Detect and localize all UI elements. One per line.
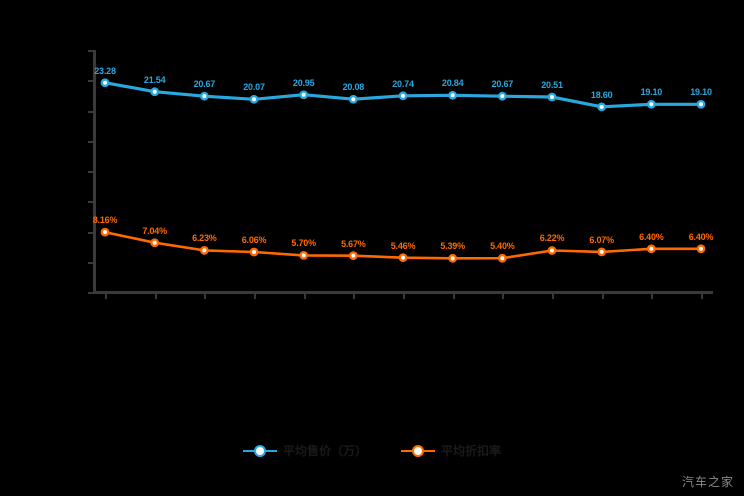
- x-tick: [701, 294, 703, 299]
- y-tick: [88, 110, 93, 113]
- data-point: [398, 91, 408, 101]
- legend-marker-circle-icon: [242, 444, 277, 457]
- watermark: 汽车之家: [681, 475, 734, 489]
- data-point: [299, 250, 309, 260]
- data-label: 5.46%: [390, 240, 416, 251]
- legend-item-blue[interactable]: 平均售价（万）: [242, 442, 367, 459]
- data-label: 20.08: [342, 82, 365, 93]
- data-label: 6.40%: [639, 231, 664, 242]
- data-label: 20.51: [541, 80, 563, 90]
- y-tick: [88, 292, 93, 294]
- data-point: [199, 91, 209, 101]
- x-tick: [353, 294, 356, 299]
- data-point: [547, 246, 557, 255]
- x-tick: [105, 294, 107, 299]
- data-point: [299, 90, 309, 100]
- data-point: [348, 251, 358, 261]
- data-label: 20.74: [392, 78, 414, 89]
- points-series-blue: [100, 78, 706, 112]
- data-point: [398, 253, 408, 263]
- data-label: 18.60: [590, 89, 613, 100]
- x-tick: [651, 294, 654, 299]
- x-tick: [552, 294, 554, 299]
- x-tick: [601, 294, 604, 299]
- data-point: [348, 94, 358, 104]
- data-label: 8.16%: [92, 215, 118, 226]
- data-point: [597, 102, 607, 112]
- x-axis: [93, 291, 713, 294]
- data-point: [249, 247, 259, 257]
- data-label: 6.06%: [241, 234, 267, 245]
- x-tick: [204, 294, 207, 299]
- data-label: 6.07%: [589, 234, 614, 245]
- data-label: 6.22%: [539, 233, 565, 244]
- y-tick: [88, 231, 93, 234]
- data-point: [150, 238, 160, 248]
- data-label: 19.10: [640, 87, 663, 98]
- data-point: [448, 253, 458, 263]
- data-point: [696, 99, 706, 109]
- data-label: 20.07: [243, 82, 265, 93]
- data-point: [249, 94, 259, 104]
- data-point: [646, 99, 656, 109]
- data-label: 7.04%: [142, 225, 167, 236]
- data-label: 6.23%: [192, 233, 217, 244]
- y-tick: [88, 201, 93, 204]
- y-tick: [88, 140, 93, 143]
- legend-item-orange[interactable]: 平均折扣率: [401, 442, 501, 459]
- data-label: 21.54: [143, 74, 166, 85]
- data-label: 20.67: [193, 79, 216, 90]
- data-label: 19.10: [690, 87, 712, 98]
- y-axis: [93, 50, 96, 293]
- data-point: [497, 91, 507, 101]
- data-label: 5.70%: [291, 238, 316, 249]
- data-label: 20.67: [491, 79, 514, 90]
- y-tick: [88, 261, 93, 264]
- data-point: [646, 244, 656, 254]
- data-label: 23.28: [94, 65, 116, 76]
- data-point: [100, 227, 110, 237]
- data-point: [150, 87, 160, 97]
- data-point: [597, 247, 607, 257]
- points-series-orange: [100, 227, 706, 263]
- legend-label-blue: 平均售价（万）: [282, 444, 367, 458]
- data-point: [547, 92, 557, 102]
- data-point: [448, 90, 458, 100]
- x-tick: [154, 294, 157, 299]
- y-tick: [88, 50, 93, 52]
- data-label: 5.67%: [341, 238, 366, 249]
- x-tick: [502, 294, 505, 299]
- data-point: [100, 78, 110, 88]
- chart-legend: 平均售价（万） 平均折扣率: [0, 442, 744, 459]
- data-label: 20.84: [441, 78, 464, 89]
- data-point: [497, 253, 507, 263]
- data-point: [199, 245, 209, 255]
- legend-label-orange: 平均折扣率: [441, 444, 502, 458]
- y-tick: [88, 80, 93, 83]
- x-tick: [403, 294, 405, 299]
- data-point: [696, 244, 706, 254]
- data-label: 20.95: [292, 77, 315, 88]
- x-tick: [303, 294, 306, 299]
- y-tick: [88, 171, 93, 173]
- data-label: 5.40%: [490, 241, 515, 252]
- data-label: 5.39%: [440, 241, 465, 252]
- legend-marker-circle-icon: [401, 444, 435, 457]
- x-tick: [452, 294, 455, 299]
- data-label: 6.40%: [688, 231, 714, 242]
- x-tick: [254, 294, 256, 299]
